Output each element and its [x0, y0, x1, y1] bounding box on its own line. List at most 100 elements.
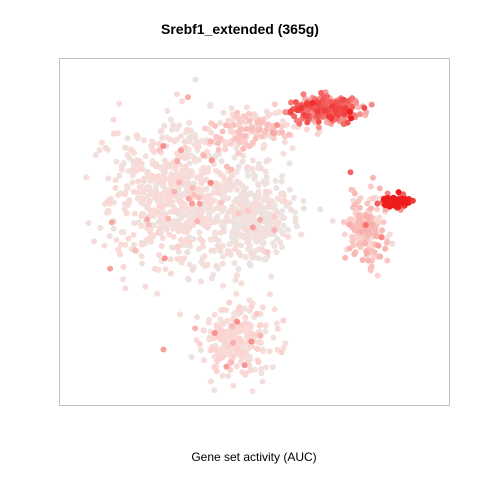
cell-point	[166, 197, 173, 203]
cell-point	[258, 246, 265, 253]
cell-point	[201, 357, 207, 364]
cell-point	[280, 222, 287, 229]
cell-point	[333, 106, 340, 112]
cell-point	[92, 152, 99, 158]
cell-point	[349, 233, 355, 240]
cell-point	[282, 109, 289, 116]
cell-point	[139, 260, 145, 267]
cell-point	[159, 235, 166, 241]
cell-point	[159, 134, 166, 141]
cell-point	[288, 99, 294, 106]
cell-point	[347, 169, 354, 176]
cell-point	[314, 131, 321, 138]
cell-point	[241, 305, 248, 312]
cell-point	[122, 285, 129, 292]
cell-point	[241, 196, 248, 203]
cell-point	[116, 172, 123, 179]
cell-point	[236, 201, 243, 208]
cell-point	[211, 229, 218, 236]
cell-point	[203, 176, 210, 183]
cell-point	[182, 165, 189, 172]
cell-point	[300, 205, 307, 212]
cell-point	[376, 185, 383, 192]
cell-point	[258, 365, 265, 372]
cell-point	[151, 213, 157, 219]
cell-point	[278, 123, 285, 130]
cell-point	[105, 198, 111, 205]
cell-point	[125, 235, 132, 242]
cell-point	[283, 121, 290, 128]
cell-point	[182, 225, 189, 232]
cell-point	[105, 175, 112, 182]
cell-point	[304, 119, 311, 126]
cell-point	[188, 169, 195, 176]
cell-point	[248, 343, 255, 350]
cell-point	[264, 122, 271, 129]
cell-point	[146, 199, 153, 206]
cell-point	[246, 143, 253, 150]
cell-point	[207, 103, 214, 110]
cell-point	[144, 216, 151, 223]
cell-point	[246, 242, 253, 249]
cell-point	[260, 348, 266, 354]
cell-point	[228, 359, 235, 366]
cell-point	[341, 219, 347, 225]
cell-point	[384, 238, 391, 245]
cell-point	[162, 266, 169, 273]
cell-point	[261, 225, 268, 232]
cell-point	[158, 127, 165, 134]
cell-point	[249, 254, 256, 261]
cell-point	[239, 338, 245, 345]
cell-point	[314, 113, 321, 120]
cell-point	[315, 124, 322, 131]
cell-point	[237, 252, 244, 259]
cell-point	[208, 129, 215, 136]
cell-point	[196, 229, 203, 236]
cell-point	[170, 122, 177, 128]
cell-point	[279, 244, 285, 251]
cell-point	[194, 218, 201, 225]
cell-point	[205, 319, 212, 326]
cell-point	[251, 111, 257, 118]
cell-point	[112, 177, 119, 184]
cell-point	[356, 204, 363, 211]
cell-point	[349, 238, 356, 245]
cell-point	[165, 191, 172, 198]
cell-point	[170, 218, 177, 225]
cell-point	[220, 282, 227, 289]
cell-point	[364, 200, 371, 207]
cell-point	[252, 135, 259, 142]
cell-point	[173, 91, 180, 98]
cell-point	[229, 172, 236, 179]
cell-point	[124, 135, 131, 142]
cell-point	[218, 158, 225, 165]
cell-point	[206, 194, 213, 200]
cell-point	[255, 359, 262, 365]
cell-point	[220, 253, 227, 260]
cell-point	[204, 261, 211, 268]
cell-point	[242, 314, 249, 321]
cell-point	[208, 157, 215, 164]
cell-point	[344, 119, 351, 126]
cell-point	[163, 226, 170, 233]
cell-point	[134, 195, 141, 202]
cell-point	[353, 99, 360, 106]
cell-point	[165, 215, 172, 222]
cell-point	[206, 210, 212, 217]
cell-point	[300, 91, 307, 98]
cell-point	[229, 339, 236, 346]
cell-point	[254, 201, 261, 208]
cell-point	[382, 245, 389, 252]
cell-point	[205, 199, 212, 206]
cell-point	[264, 249, 271, 255]
cell-point	[223, 363, 230, 370]
cell-point	[212, 180, 219, 187]
cell-point	[346, 221, 352, 228]
cell-point	[188, 209, 195, 216]
cell-point	[154, 208, 161, 215]
cell-point	[150, 222, 157, 229]
cell-point	[113, 236, 120, 243]
cell-point	[223, 122, 229, 129]
cell-point	[314, 108, 321, 115]
cell-point	[120, 276, 127, 283]
